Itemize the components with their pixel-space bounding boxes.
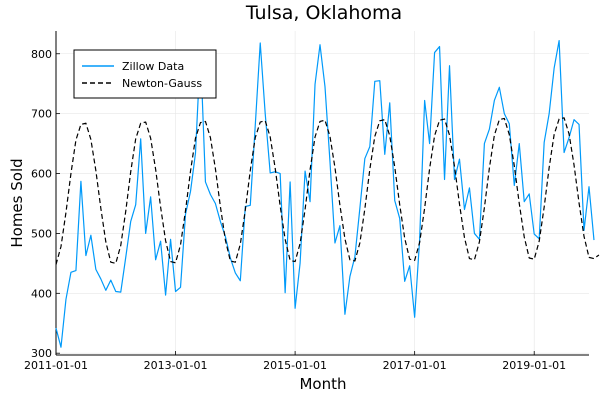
y-axis-ticks: 300 400 500 600 700 800 <box>31 48 60 360</box>
chart-title: Tulsa, Oklahoma <box>245 2 402 24</box>
series-line-newton-gauss <box>55 117 600 265</box>
axes-frame <box>55 31 589 356</box>
x-tick-label: 2017-01-01 <box>383 359 447 372</box>
x-tick-label: 2011-01-01 <box>24 359 88 372</box>
y-tick-label: 700 <box>31 108 52 121</box>
y-tick-label: 400 <box>31 287 52 300</box>
series-layer <box>55 39 600 348</box>
y-tick-label: 500 <box>31 227 52 240</box>
legend: Zillow Data Newton-Gauss <box>73 49 217 99</box>
legend-label-zillow-data: Zillow Data <box>122 60 184 73</box>
x-tick-label: 2013-01-01 <box>144 359 208 372</box>
x-tick-label: 2015-01-01 <box>263 359 327 372</box>
x-axis-ticks: 2011-01-01 2013-01-01 2015-01-01 2017-01-01… <box>24 351 566 372</box>
y-tick-label: 300 <box>31 347 52 360</box>
y-tick-label: 600 <box>31 168 52 181</box>
x-axis-title: Month <box>299 375 346 393</box>
y-tick-label: 800 <box>31 48 52 61</box>
x-tick-label: 2019-01-01 <box>502 359 566 372</box>
legend-box <box>73 49 217 99</box>
series-line-zillow-data <box>55 39 595 348</box>
y-axis-title: Homes Sold <box>8 158 26 247</box>
legend-label-newton-gauss: Newton-Gauss <box>122 77 202 90</box>
